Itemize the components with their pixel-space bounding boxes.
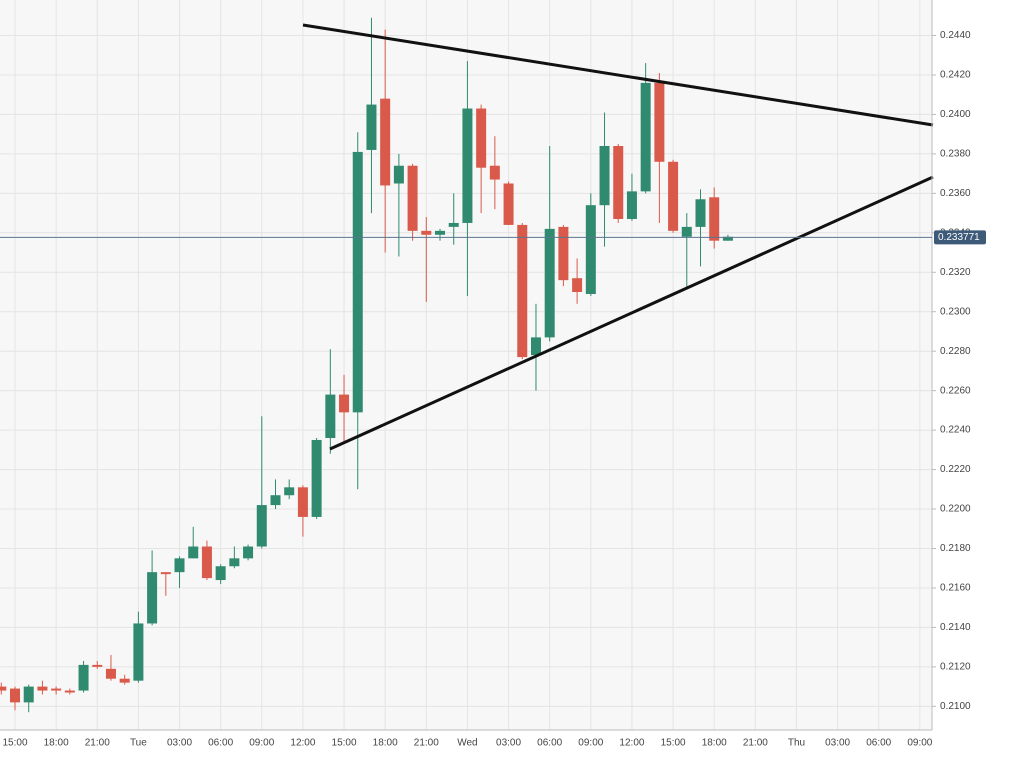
candle-body <box>572 278 583 292</box>
y-tick-label: 0.2380 <box>940 149 971 160</box>
y-tick-label: 0.2160 <box>940 583 971 594</box>
y-tick-label: 0.2200 <box>940 504 971 515</box>
x-tick-label: 15:00 <box>2 738 27 749</box>
candle-body <box>393 165 404 184</box>
x-tick-label: 12:00 <box>290 738 315 749</box>
y-tick-label: 0.2280 <box>940 346 971 357</box>
support-trendline <box>329 175 934 451</box>
candle-body <box>626 191 637 219</box>
candle-body <box>133 623 144 681</box>
y-tick-label: 0.2360 <box>940 188 971 199</box>
candle-body <box>709 197 720 241</box>
candle-body <box>517 224 528 358</box>
candle-body <box>92 664 103 667</box>
candle-body <box>147 572 158 624</box>
candle-body <box>0 686 7 691</box>
candle-body <box>78 664 89 691</box>
x-tick-label: 15:00 <box>661 738 686 749</box>
last-price-box <box>934 230 986 245</box>
candle-body <box>654 82 665 162</box>
candle-body <box>476 108 487 168</box>
y-tick-label: 0.2180 <box>940 543 971 554</box>
candle-body <box>119 678 130 683</box>
x-tick-label: 12:00 <box>619 738 644 749</box>
y-tick-label: 0.2120 <box>940 662 971 673</box>
candle-body <box>325 394 336 438</box>
last-price-label: 0.233771 <box>938 232 980 243</box>
candle-body <box>421 230 432 235</box>
candle-body <box>311 439 322 517</box>
y-tick-label: 0.2320 <box>940 267 971 278</box>
x-tick-label: 18:00 <box>44 738 69 749</box>
y-tick-label: 0.2140 <box>940 622 971 633</box>
candle-body <box>256 505 267 547</box>
candle-body <box>366 104 377 150</box>
candle-body <box>352 151 363 413</box>
x-tick-label: 09:00 <box>578 738 603 749</box>
candle-body <box>599 146 610 206</box>
x-tick-label: 06:00 <box>208 738 233 749</box>
candle-body <box>435 230 446 235</box>
candle-body <box>339 394 350 413</box>
x-tick-label: 21:00 <box>414 738 439 749</box>
y-tick-label: 0.2240 <box>940 425 971 436</box>
y-tick-label: 0.2440 <box>940 30 971 41</box>
candle-body <box>215 566 226 581</box>
x-tick-label: 03:00 <box>167 738 192 749</box>
candle-body <box>681 226 692 237</box>
candle-body <box>695 199 706 227</box>
x-tick-label: 06:00 <box>866 738 891 749</box>
y-tick-label: 0.2400 <box>940 109 971 120</box>
x-tick-label: 06:00 <box>537 738 562 749</box>
candle-body <box>105 668 116 679</box>
candle-body <box>668 161 679 231</box>
y-tick-label: 0.2260 <box>940 385 971 396</box>
candle-body <box>448 222 459 227</box>
candle-body <box>297 487 308 517</box>
candle-body <box>10 688 20 703</box>
candle-body <box>174 558 185 573</box>
candle-body <box>201 546 212 579</box>
candle-body <box>270 495 281 506</box>
candle-body <box>489 165 500 180</box>
candle-body <box>23 686 34 703</box>
x-tick-label: 03:00 <box>825 738 850 749</box>
x-tick-label: Tue <box>130 738 147 749</box>
candle-body <box>613 146 624 219</box>
candle-body <box>243 546 254 559</box>
candle-body <box>51 688 62 691</box>
candle-body <box>530 337 541 356</box>
candle-body <box>380 98 391 186</box>
x-tick-label: 21:00 <box>743 738 768 749</box>
x-tick-label: 18:00 <box>373 738 398 749</box>
candle-body <box>503 183 514 225</box>
candle-body <box>585 205 596 294</box>
y-tick-label: 0.2100 <box>940 701 971 712</box>
y-tick-label: 0.2220 <box>940 464 971 475</box>
candle-body <box>160 572 171 575</box>
candle-body <box>722 236 733 241</box>
candle-body <box>407 165 418 231</box>
x-tick-label: 21:00 <box>85 738 110 749</box>
x-tick-label: Wed <box>457 738 477 749</box>
x-tick-label: 09:00 <box>907 738 932 749</box>
candle-body <box>284 487 295 496</box>
resistance-trendline <box>302 23 934 127</box>
candle-body <box>188 546 199 559</box>
candle-body <box>558 226 569 281</box>
candle-body <box>462 108 473 223</box>
candle-body <box>37 686 48 691</box>
x-tick-label: Thu <box>788 738 805 749</box>
y-tick-label: 0.2300 <box>940 306 971 317</box>
x-tick-label: 09:00 <box>249 738 274 749</box>
y-tick-label: 0.2420 <box>940 70 971 81</box>
x-tick-label: 03:00 <box>496 738 521 749</box>
candle-body <box>229 558 240 567</box>
candle-body <box>64 690 75 693</box>
x-tick-label: 18:00 <box>702 738 727 749</box>
candle-body <box>544 228 555 338</box>
x-tick-label: 15:00 <box>332 738 357 749</box>
candle-body <box>640 82 651 192</box>
